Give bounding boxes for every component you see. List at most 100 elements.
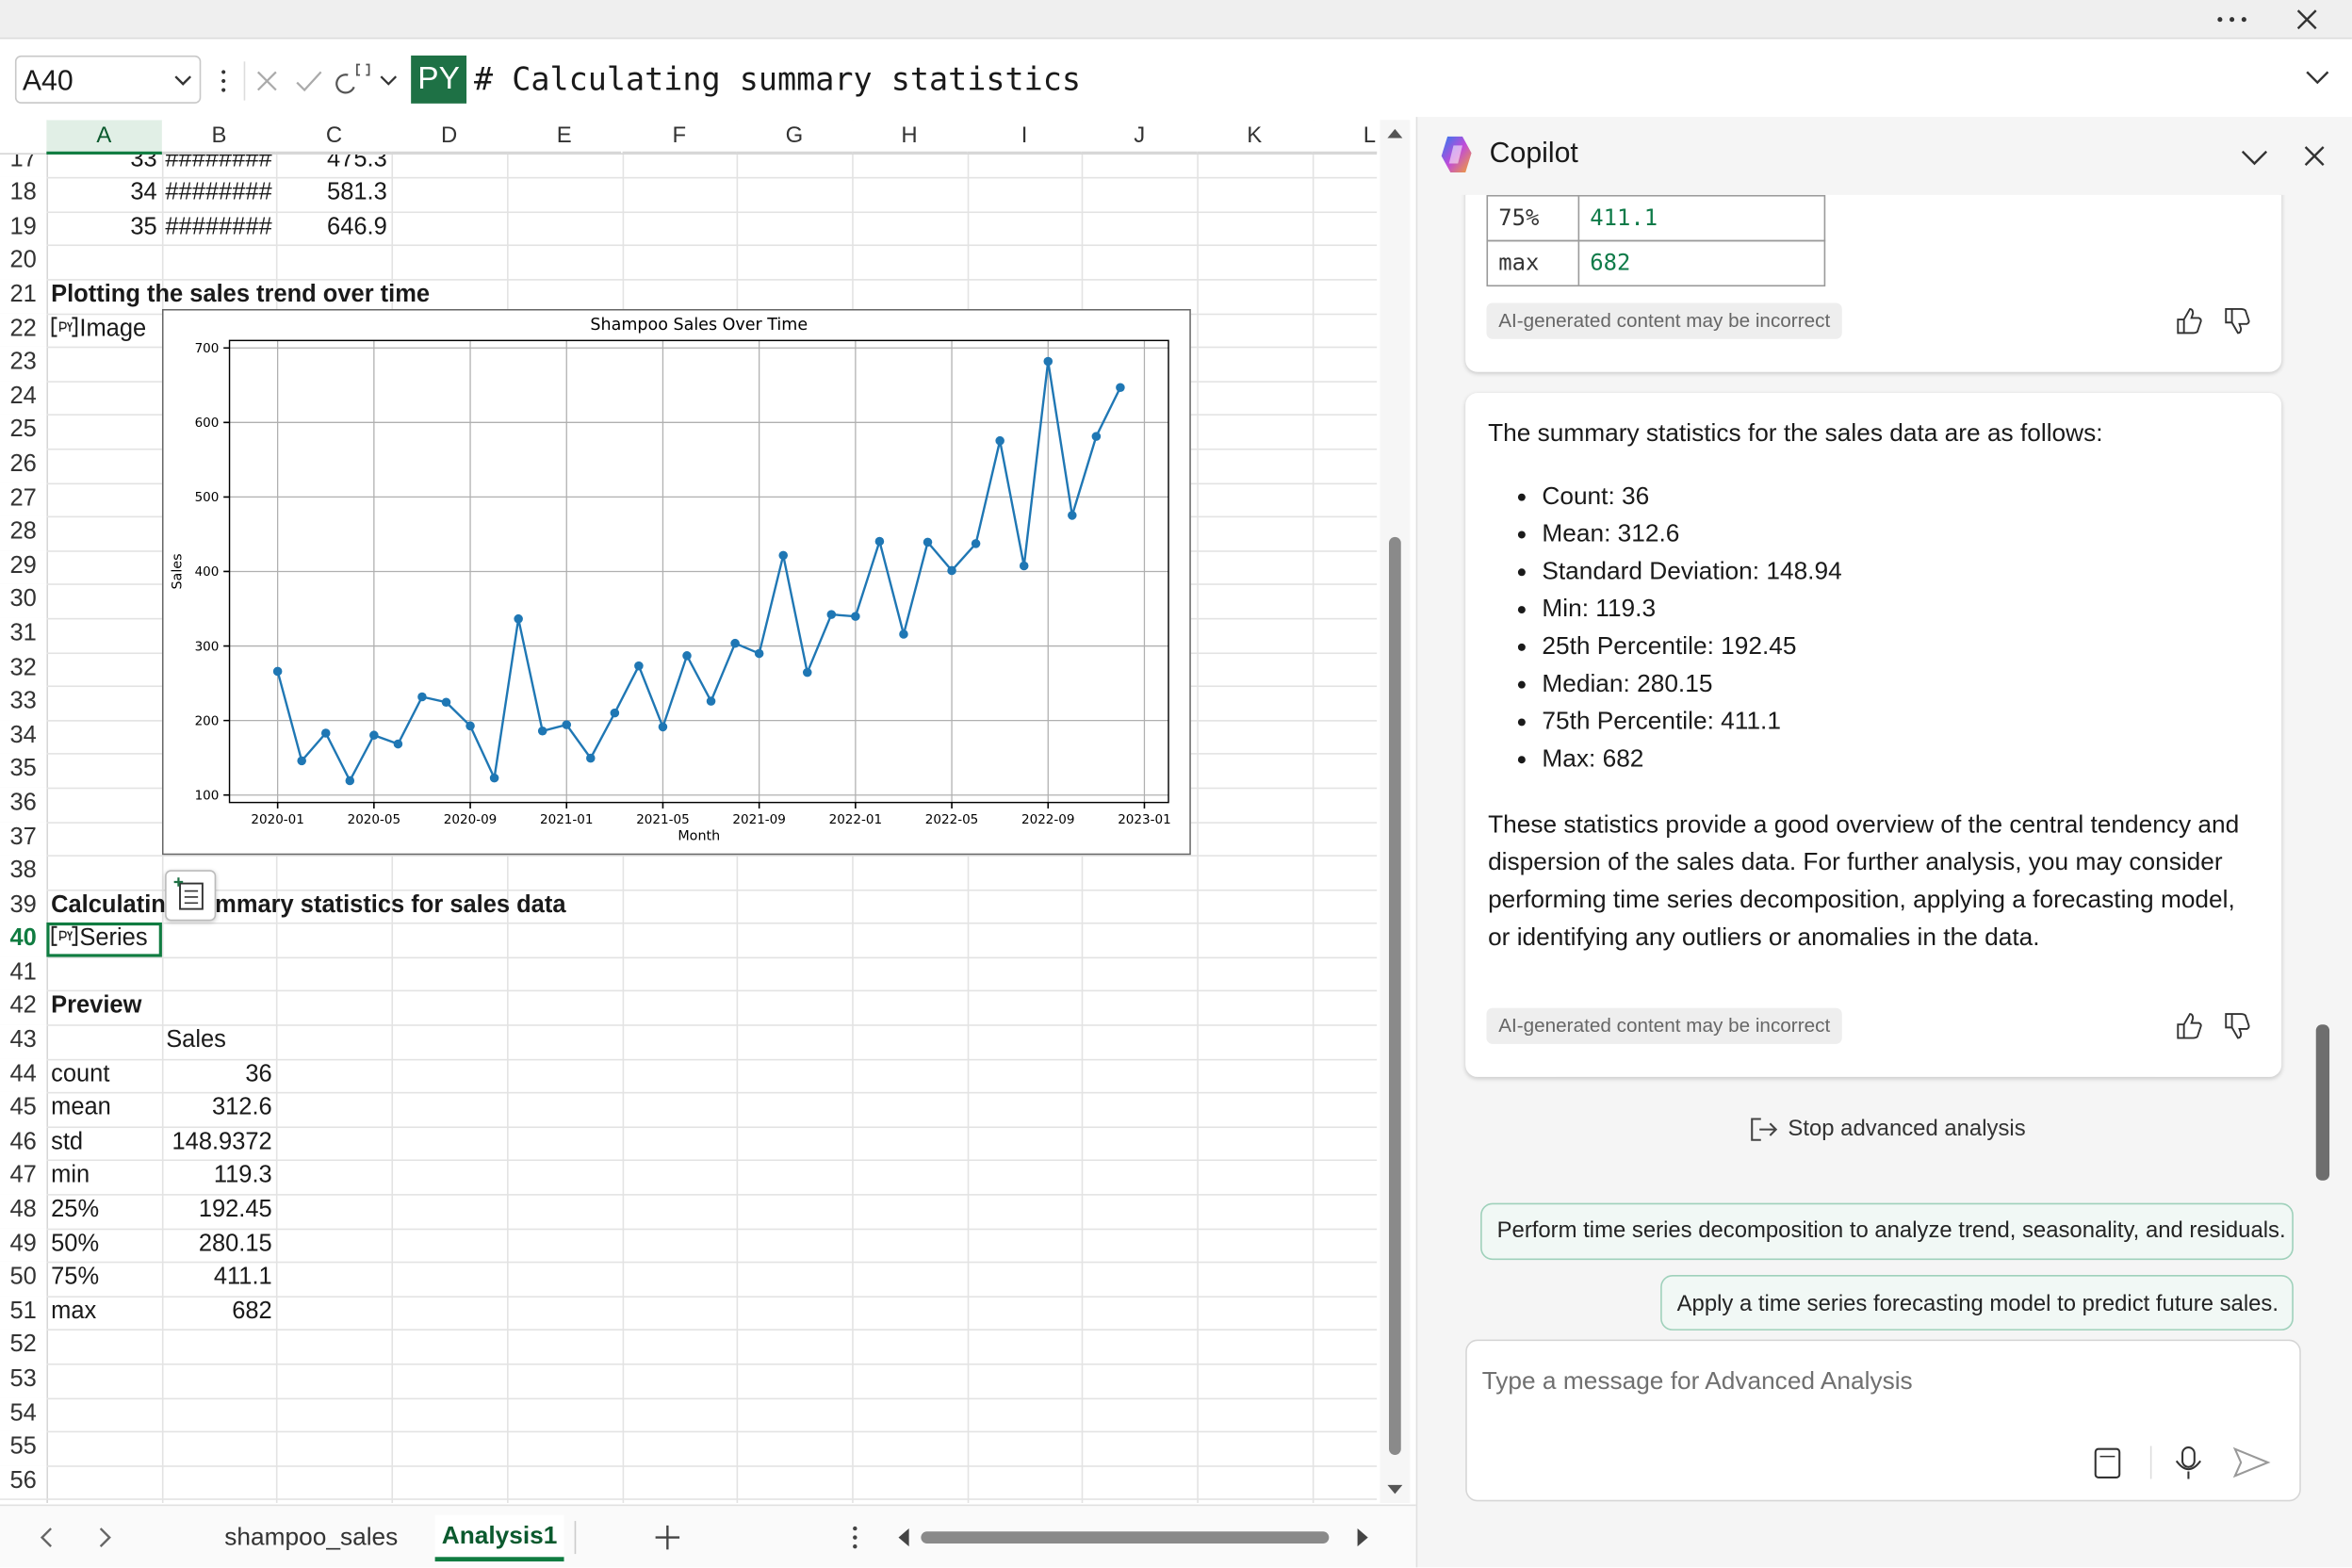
tab-menu[interactable] (844, 1521, 865, 1554)
scroll-up[interactable] (1386, 126, 1404, 141)
formula-expand[interactable] (2304, 68, 2331, 89)
scroll-thumb[interactable] (1389, 536, 1401, 1456)
table-row: 75% 411.1 (1486, 194, 1826, 242)
panel-controls[interactable] (2240, 144, 2344, 172)
row-header: 28 (0, 515, 47, 550)
row-header: 47 (0, 1160, 47, 1195)
v-scrollbar[interactable] (1380, 120, 1411, 1503)
row-gridline (0, 889, 1378, 891)
cell[interactable]: 50% (51, 1228, 99, 1262)
cell-text: Series (79, 925, 148, 952)
column-header[interactable]: I (967, 120, 1083, 154)
name-box[interactable]: A40 (14, 55, 202, 104)
cell[interactable]: 192.45 (161, 1194, 272, 1228)
icon-bracket (51, 316, 78, 337)
row-header: 46 (0, 1126, 47, 1161)
x-tick-label: 2020-05 (348, 812, 400, 827)
chat-input[interactable]: Type a message for Advanced Analysis (1465, 1339, 2301, 1502)
cell[interactable]: 682 (161, 1296, 272, 1330)
stats-bullet: Max: 682 (1542, 741, 1841, 778)
data-point (874, 536, 885, 547)
column-header[interactable]: J (1082, 120, 1198, 154)
cell-text: 36 (245, 1061, 272, 1087)
insert-data-icon (173, 877, 204, 910)
cell[interactable]: 646.9 (277, 211, 387, 245)
row-header: 18 (0, 177, 47, 212)
cell[interactable]: Image (51, 313, 146, 347)
x-axis-label: Month (678, 828, 720, 843)
suggestion[interactable]: Apply a time series forecasting model to… (1660, 1275, 2294, 1331)
cell-text: ######## (165, 180, 272, 206)
feedback-buttons[interactable] (2174, 1009, 2252, 1042)
row-header: 23 (0, 347, 47, 382)
row-header: 20 (0, 245, 47, 280)
insert-data-button[interactable] (165, 870, 217, 922)
cell[interactable]: ######## (161, 211, 271, 245)
cell-text: count (51, 1061, 110, 1087)
title-strip (0, 0, 2352, 40)
formula-text[interactable]: # Calculating summary statistics (474, 61, 1082, 98)
feedback-buttons[interactable] (2174, 304, 2252, 337)
cell[interactable]: 35 (46, 211, 156, 245)
cell[interactable]: Calculating summary statistics for sales… (51, 889, 565, 923)
tab-nav[interactable] (33, 1524, 123, 1551)
row-gridline (0, 1228, 1378, 1230)
column-header[interactable]: C (276, 120, 392, 154)
window-controls[interactable] (2205, 6, 2340, 33)
chevron (174, 75, 192, 86)
sheet-tab[interactable]: Analysis1 (434, 1514, 564, 1562)
cell[interactable]: count (51, 1058, 109, 1092)
scroll-down[interactable] (1386, 1482, 1404, 1497)
cell[interactable]: Series (51, 923, 148, 956)
column-header[interactable]: D (391, 120, 507, 154)
cell[interactable]: Sales (166, 1024, 226, 1058)
row-gridline (0, 1430, 1378, 1433)
input-actions[interactable] (2091, 1443, 2286, 1481)
h-scrollbar[interactable] (891, 1521, 1386, 1554)
cell[interactable]: 411.1 (161, 1262, 272, 1296)
cell-text: 75% (51, 1265, 100, 1291)
cell[interactable]: std (51, 1126, 83, 1160)
stats-bullet: Median: 280.15 (1542, 666, 1841, 704)
cell[interactable]: 581.3 (277, 177, 387, 211)
table-value: 682 (1577, 241, 1827, 286)
formula-icons[interactable] (210, 60, 405, 103)
row-header: 56 (0, 1464, 47, 1499)
cell[interactable]: 75% (51, 1262, 99, 1296)
row-gridline (0, 1160, 1378, 1162)
column-header[interactable]: F (621, 120, 737, 154)
cell[interactable]: min (51, 1160, 90, 1194)
suggestion[interactable]: Perform time series decomposition to ana… (1480, 1202, 2294, 1261)
data-point (899, 629, 908, 639)
row-header: 45 (0, 1092, 47, 1127)
cell[interactable]: mean (51, 1092, 111, 1126)
cell[interactable]: Plotting the sales trend over time (51, 279, 430, 313)
column-header[interactable]: B (161, 120, 277, 154)
cell[interactable]: 119.3 (161, 1160, 272, 1194)
table-row: max 682 (1486, 239, 1827, 287)
column-header[interactable]: H (851, 120, 968, 154)
column-header[interactable]: E (506, 120, 622, 154)
cell[interactable]: 312.6 (161, 1092, 272, 1126)
row-header: 26 (0, 448, 47, 482)
chat-scroll-thumb[interactable] (2315, 1024, 2330, 1181)
add-sheet[interactable] (651, 1521, 684, 1554)
cell[interactable]: 148.9372 (161, 1126, 271, 1160)
cell[interactable]: 34 (46, 177, 156, 211)
cell[interactable]: 36 (161, 1058, 271, 1092)
cell[interactable]: max (51, 1296, 96, 1330)
row-gridline (0, 245, 1378, 247)
cell[interactable]: Preview (51, 990, 141, 1024)
column-header[interactable]: L (1312, 120, 1378, 154)
cell[interactable]: ######## (161, 177, 271, 211)
row-gridline (0, 1464, 1378, 1467)
python-badge[interactable]: PY (411, 55, 467, 104)
column-header[interactable]: K (1197, 120, 1313, 154)
cell[interactable]: 25% (51, 1194, 99, 1228)
copilot-title: Copilot (1489, 138, 1578, 170)
column-header[interactable]: A (46, 120, 162, 155)
y-tick-label: 400 (195, 564, 220, 580)
column-header[interactable]: G (736, 120, 852, 154)
cell[interactable]: 280.15 (161, 1228, 272, 1262)
sheet-tab[interactable]: shampoo_sales (224, 1524, 399, 1551)
